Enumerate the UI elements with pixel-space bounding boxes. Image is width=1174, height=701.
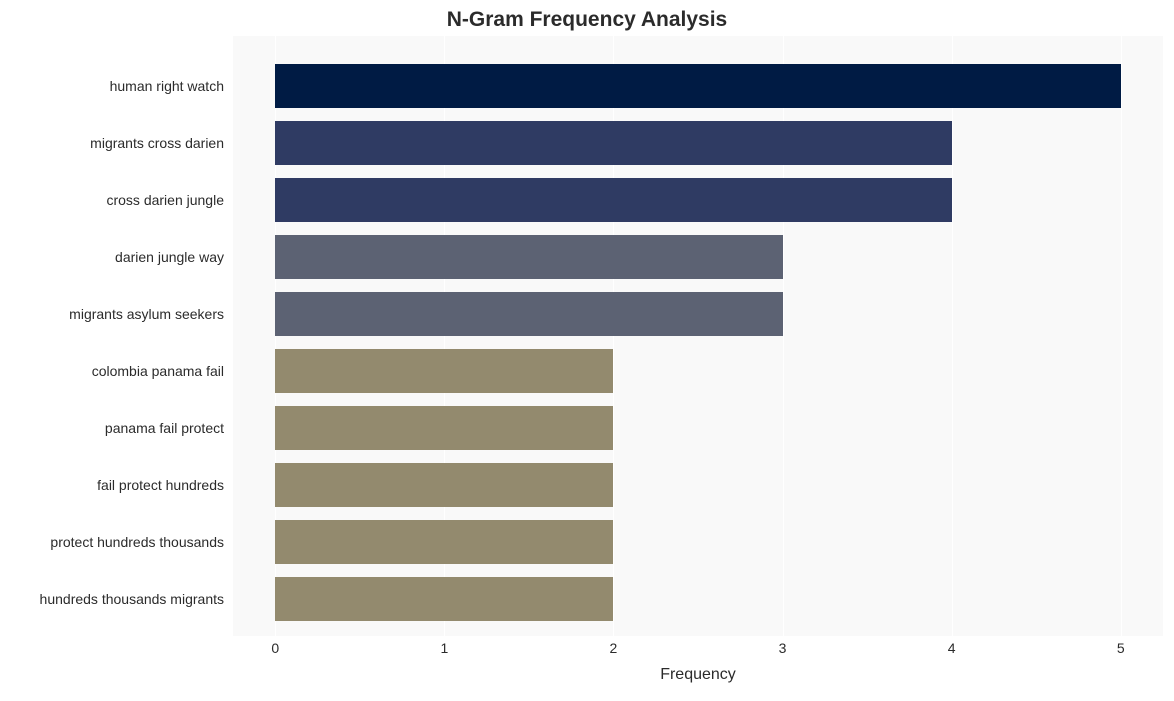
bar bbox=[275, 577, 613, 621]
x-tick-label: 4 bbox=[948, 640, 956, 656]
y-tick-label: darien jungle way bbox=[0, 249, 224, 265]
x-tick-label: 1 bbox=[440, 640, 448, 656]
bar bbox=[275, 520, 613, 564]
x-tick-label: 3 bbox=[779, 640, 787, 656]
y-tick-label: fail protect hundreds bbox=[0, 477, 224, 493]
grid-line bbox=[1121, 36, 1122, 636]
chart-title: N-Gram Frequency Analysis bbox=[0, 8, 1174, 32]
bar bbox=[275, 292, 782, 336]
y-tick-label: hundreds thousands migrants bbox=[0, 591, 224, 607]
x-tick-label: 2 bbox=[610, 640, 618, 656]
y-tick-label: panama fail protect bbox=[0, 420, 224, 436]
bar bbox=[275, 406, 613, 450]
x-axis-label: Frequency bbox=[233, 666, 1163, 684]
bar bbox=[275, 349, 613, 393]
y-tick-label: protect hundreds thousands bbox=[0, 534, 224, 550]
y-tick-label: human right watch bbox=[0, 78, 224, 94]
plot-area bbox=[233, 36, 1163, 636]
bar bbox=[275, 121, 951, 165]
x-tick-label: 0 bbox=[271, 640, 279, 656]
y-tick-label: colombia panama fail bbox=[0, 363, 224, 379]
bar bbox=[275, 64, 1120, 108]
y-tick-label: migrants cross darien bbox=[0, 135, 224, 151]
bar bbox=[275, 235, 782, 279]
y-tick-label: cross darien jungle bbox=[0, 192, 224, 208]
grid-line bbox=[952, 36, 953, 636]
bar bbox=[275, 463, 613, 507]
bar bbox=[275, 178, 951, 222]
x-tick-label: 5 bbox=[1117, 640, 1125, 656]
y-tick-label: migrants asylum seekers bbox=[0, 306, 224, 322]
ngram-bar-chart: N-Gram Frequency Analysis human right wa… bbox=[0, 0, 1174, 701]
